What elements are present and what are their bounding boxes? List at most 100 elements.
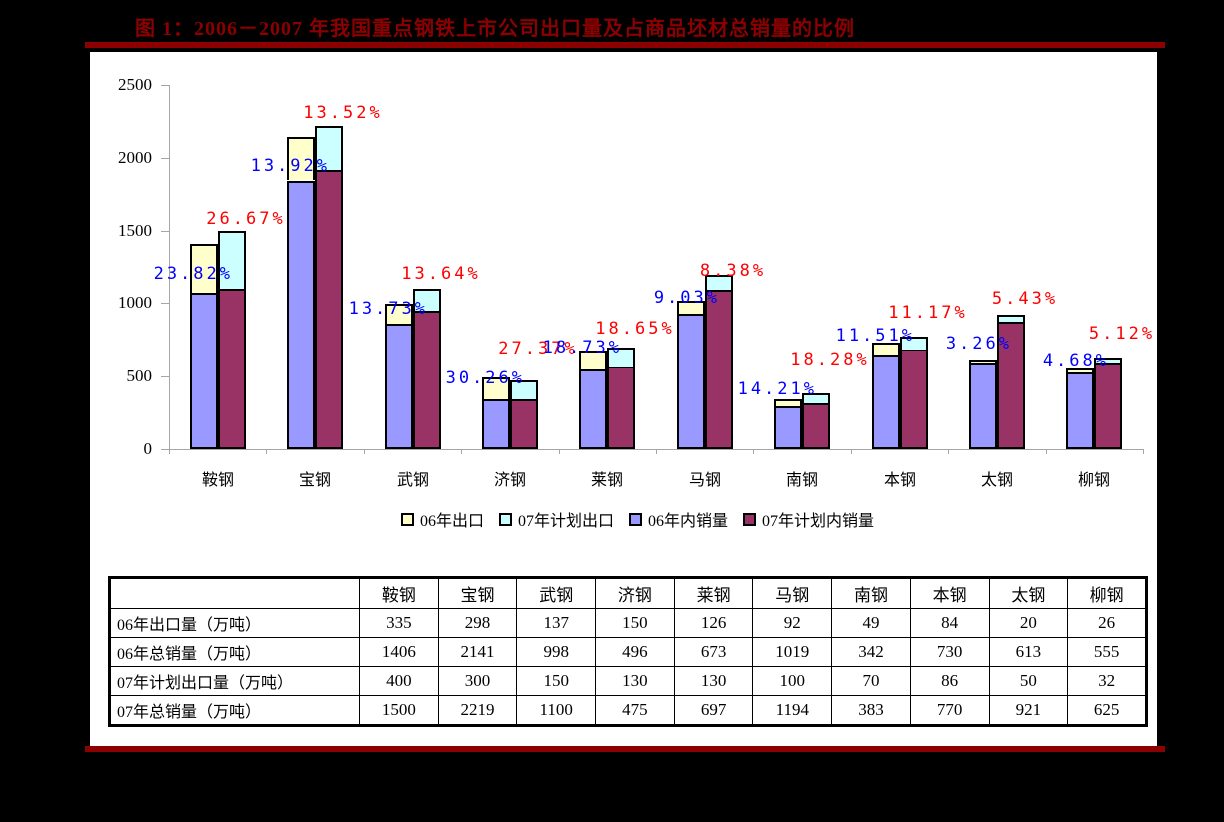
category-label: 本钢 <box>883 472 917 489</box>
table-row: 06年出口量（万吨） 335 298 137 150 126 92 49 84 20 26 <box>109 608 1147 638</box>
x-axis-tick <box>461 449 462 454</box>
table-row: 06年总销量（万吨） 1406 2141 998 496 673 1019 342 730 613… <box>109 637 1147 667</box>
y-axis-tick <box>161 158 169 159</box>
table-cell: 613 <box>988 637 1069 667</box>
bar-segment-07-export <box>218 231 246 289</box>
y-axis-tick-label: 1000 <box>118 293 152 312</box>
table-cell: 32 <box>1067 666 1147 696</box>
data-table: 鞍钢 宝钢 武钢 济钢 莱钢 马钢 南钢 本钢 太钢 柳钢 06年出口量（万吨） 335 298 137 1… <box>108 576 1148 727</box>
pct-label-06: 3.26% <box>945 334 1012 354</box>
bar-segment-06-export <box>579 351 607 369</box>
bar-segment-06-domestic <box>774 406 802 449</box>
pct-label-07: 13.64% <box>401 264 481 284</box>
legend-label: 07年计划出口 <box>518 513 615 530</box>
chart-legend: 06年出口 07年计划出口 06年内销量 07年计划内销量 <box>401 507 889 531</box>
legend-item: 06年出口 <box>401 507 484 531</box>
table-cell: 555 <box>1067 637 1147 667</box>
bar-segment-07-export <box>900 337 928 350</box>
y-axis-tick-label: 500 <box>126 366 153 385</box>
y-axis-tick <box>161 85 169 86</box>
table-cell: 130 <box>595 666 675 696</box>
table-cell: 342 <box>831 637 911 667</box>
table-cell: 126 <box>673 608 754 638</box>
table-column-header: 济钢 <box>595 577 675 609</box>
legend-swatch <box>401 512 414 526</box>
table-cell: 1019 <box>752 637 833 667</box>
pct-label-06: 13.92% <box>250 156 330 176</box>
category-label: 太钢 <box>980 472 1014 489</box>
pct-label-07: 18.65% <box>595 319 675 339</box>
table-cell: 49 <box>831 608 911 638</box>
pct-label-07: 13.52% <box>303 103 383 123</box>
bar-segment-07-export <box>1094 358 1122 363</box>
bar-segment-06-domestic <box>677 314 705 449</box>
pct-label-06: 23.82% <box>153 264 233 284</box>
pct-label-06: 4.68% <box>1042 351 1109 371</box>
table-corner-cell <box>109 577 360 609</box>
legend-swatch <box>629 512 643 526</box>
bar-segment-06-domestic <box>1066 372 1094 449</box>
x-axis-tick <box>753 449 754 454</box>
table-cell: 86 <box>909 666 990 696</box>
bar-segment-06-domestic <box>190 293 218 449</box>
data-table-container: 鞍钢 宝钢 武钢 济钢 莱钢 马钢 南钢 本钢 太钢 柳钢 06年出口量（万吨） 335 298 137 1… <box>108 576 1148 727</box>
legend-item: 06年内销量 <box>629 507 728 531</box>
bar-segment-06-export <box>677 301 705 314</box>
category-label: 武钢 <box>396 472 430 489</box>
table-cell: 150 <box>516 666 597 696</box>
bar-segment-06-export <box>482 377 510 399</box>
table-cell: 673 <box>673 637 754 667</box>
bar-segment-06-export <box>774 399 802 406</box>
bar-segment-06-export <box>385 304 413 324</box>
bar-segment-06-domestic <box>385 324 413 449</box>
x-axis-tick <box>169 449 170 454</box>
bar-segment-07-export <box>315 126 343 170</box>
bar-segment-06-export <box>1066 368 1094 372</box>
y-axis-tick-label: 2000 <box>118 148 152 167</box>
table-cell: 150 <box>595 608 675 638</box>
bar-segment-07-domestic <box>802 403 830 449</box>
table-cell: 697 <box>673 695 754 726</box>
footer-rule <box>85 746 1165 752</box>
table-row-header: 07年总销量（万吨） <box>109 695 360 726</box>
x-axis-tick <box>851 449 852 454</box>
bar-segment-06-export <box>287 137 315 180</box>
bar-segment-06-domestic <box>872 355 900 449</box>
table-cell: 625 <box>1067 695 1147 726</box>
table-cell: 1406 <box>359 637 439 667</box>
bar-segment-06-domestic <box>287 181 315 449</box>
table-cell: 2219 <box>437 695 518 726</box>
category-label: 鞍钢 <box>201 472 235 489</box>
bar-segment-07-domestic <box>900 349 928 449</box>
pct-label-07: 18.28% <box>790 350 870 370</box>
bar-segment-07-domestic <box>607 366 635 449</box>
legend-item: 07年计划内销量 <box>743 507 874 531</box>
pct-label-07: 26.67% <box>206 209 286 229</box>
bar-segment-07-export <box>705 275 733 290</box>
bar-segment-06-export <box>969 360 997 363</box>
legend-label: 07年计划内销量 <box>762 513 875 530</box>
table-cell: 298 <box>437 608 518 638</box>
title-underline-rule <box>85 42 1165 48</box>
table-column-header: 宝钢 <box>437 577 518 609</box>
pct-label-07: 8.38% <box>699 261 767 281</box>
y-axis-tick-label: 2500 <box>118 75 152 94</box>
bar-segment-07-domestic <box>510 399 538 449</box>
table-cell: 50 <box>988 666 1069 696</box>
bar-segment-07-export <box>607 348 635 367</box>
y-axis-tick <box>161 376 169 377</box>
x-axis-tick <box>948 449 949 454</box>
bar-segment-07-export <box>997 315 1025 322</box>
bar-segment-07-domestic <box>705 290 733 449</box>
pct-label-06: 30.26% <box>445 368 525 388</box>
pct-label-07: 27.37% <box>498 339 578 359</box>
table-cell: 730 <box>909 637 990 667</box>
category-label: 南钢 <box>785 472 819 489</box>
bar-segment-07-export <box>413 289 441 311</box>
table-column-header: 马钢 <box>752 577 833 609</box>
table-cell: 130 <box>673 666 754 696</box>
table-cell: 921 <box>988 695 1069 726</box>
table-cell: 70 <box>831 666 911 696</box>
x-axis-tick <box>559 449 560 454</box>
